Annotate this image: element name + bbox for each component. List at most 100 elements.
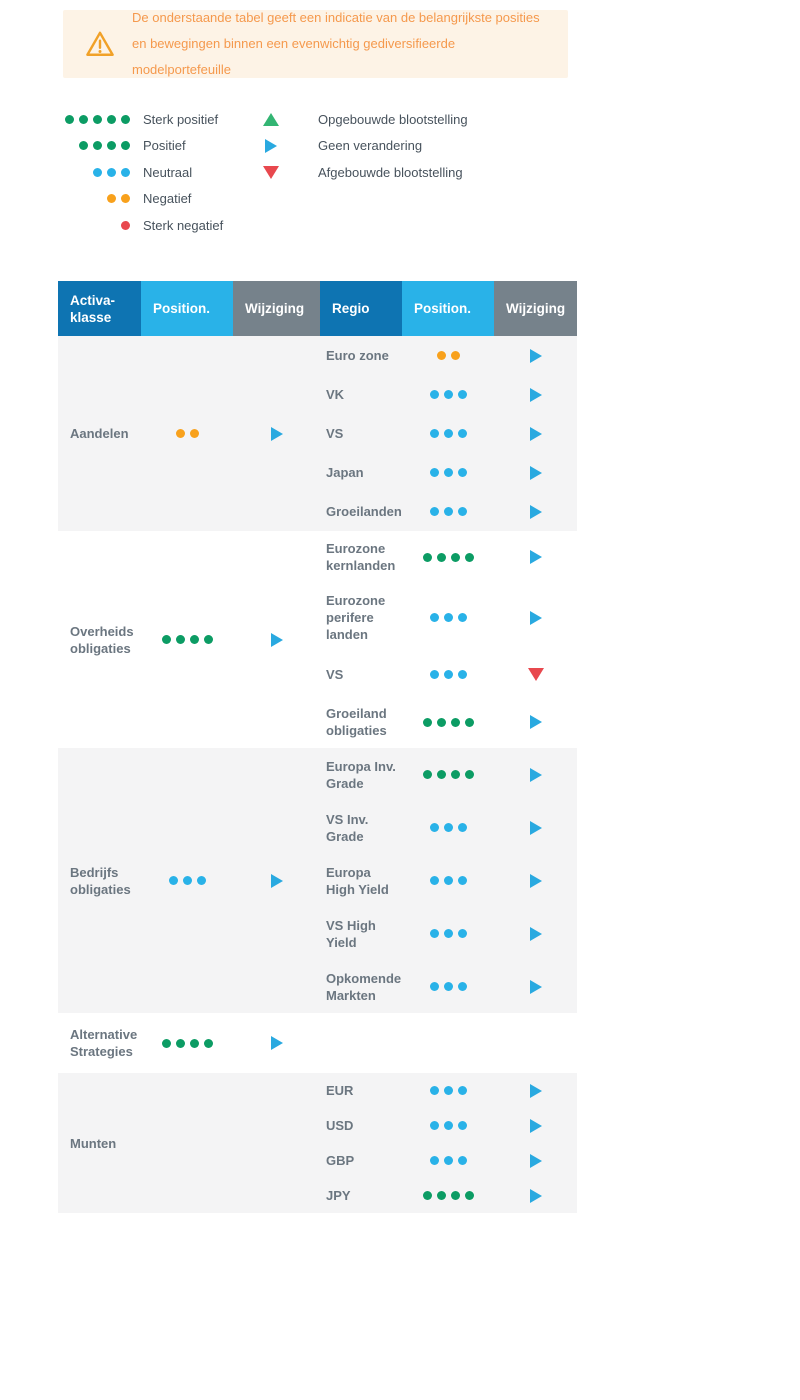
region-change [494, 1153, 577, 1168]
triangle-right-icon [262, 138, 280, 153]
asset-class-label: Bedrijfs obligaties [70, 864, 131, 897]
region-rows [320, 1013, 577, 1073]
section-munten: Munten EUR USD GBP JPY [58, 1073, 577, 1213]
region-dot [429, 929, 439, 938]
region-change-right-icon [529, 873, 542, 888]
region-dot [457, 982, 467, 991]
region-row: VK [320, 375, 577, 414]
region-change-right-icon [529, 926, 542, 941]
region-change [494, 767, 577, 782]
triangle-right-glyph [265, 138, 277, 153]
section-overheids-obligaties: Overheids obligaties Eurozone kernlanden E… [58, 531, 577, 748]
legend-rating-label: Sterk negatief [143, 217, 224, 233]
region-label: USD [326, 1118, 354, 1133]
asset-class-change [233, 426, 320, 441]
legend-dot [93, 141, 102, 151]
region-position [402, 1156, 494, 1165]
asset-class-change [233, 873, 320, 888]
region-dot [436, 1191, 446, 1200]
region-label: Eurozone perifere landen [326, 593, 386, 642]
region-dot [422, 552, 432, 562]
region-change-right-icon [529, 610, 542, 625]
asset-dot [161, 635, 171, 644]
rating-dots [60, 194, 130, 204]
region-dot [436, 770, 446, 779]
region-change-right-icon [529, 387, 542, 402]
asset-class-position [141, 876, 233, 885]
region-change-right-icon [529, 767, 542, 782]
region-change [494, 820, 577, 835]
rating-dots [60, 220, 130, 230]
region-change-right-icon [529, 1153, 542, 1168]
region-dot [457, 929, 467, 938]
asset-class-label: Aandelen [70, 426, 129, 441]
region-position [402, 669, 494, 679]
region-dot [457, 1121, 467, 1130]
region-dot [457, 1156, 467, 1165]
region-dot [443, 1086, 453, 1095]
header-regio: Regio [320, 281, 402, 336]
region-dot [443, 507, 453, 516]
region-label: VK [326, 387, 345, 402]
region-dot [443, 823, 453, 832]
legend-dot [121, 167, 130, 177]
region-change-right-icon [529, 979, 542, 994]
legend-dot [107, 194, 116, 204]
positions-table: Activa-klasse Position. Wijziging Regio Posi… [58, 281, 577, 1213]
region-dot [450, 351, 460, 360]
legend-dot [121, 194, 130, 204]
legend-dot [121, 141, 130, 151]
region-row: EUR [320, 1073, 577, 1108]
region-dot [450, 1191, 460, 1200]
region-label: Groeiland obligaties [326, 706, 387, 738]
region-change [494, 348, 577, 363]
region-dot [464, 770, 474, 779]
region-dot [429, 390, 439, 399]
region-dot [443, 1156, 453, 1165]
region-row: Europa High Yield [320, 854, 577, 907]
region-dot [450, 770, 460, 779]
region-rows: Eurozone kernlanden Eurozone perifere lan… [320, 531, 577, 748]
asset-class-position [141, 429, 233, 438]
region-dot [443, 429, 453, 438]
legend-dot [121, 114, 130, 124]
header-position-2: Position. [402, 281, 494, 336]
region-position [402, 1191, 494, 1200]
region-position [402, 717, 494, 727]
region-dot [429, 1086, 439, 1095]
legend-rating-row: Positief [60, 133, 262, 160]
asset-change-right-icon [270, 426, 283, 441]
legend-change-row: Opgebouwde blootstelling [262, 106, 468, 133]
region-dot [457, 390, 467, 399]
legend-rating-label: Neutraal [143, 164, 193, 180]
legend-change-label: Afgebouwde blootstelling [318, 164, 463, 180]
region-row: Groeiland obligaties [320, 696, 577, 748]
asset-class-row: Munten [58, 1073, 320, 1213]
asset-change-right-icon [270, 873, 283, 888]
section-bedrijfs-obligaties: Bedrijfs obligaties Europa Inv. Grade VS I… [58, 748, 577, 1013]
region-label: Japan [326, 465, 364, 480]
asset-dot [161, 1038, 171, 1048]
region-label: JPY [326, 1188, 351, 1203]
asset-class-label: Munten [70, 1135, 117, 1151]
region-change [494, 426, 577, 441]
region-row: Euro zone [320, 336, 577, 375]
region-position [402, 823, 494, 832]
region-dot [457, 429, 467, 438]
asset-change-right-icon [270, 632, 283, 647]
region-change-right-icon [529, 715, 542, 729]
region-position [402, 351, 494, 360]
region-dot [429, 1121, 439, 1130]
triangle-down-glyph [263, 165, 279, 179]
asset-class-label: Alternative Strategies [70, 1027, 138, 1059]
asset-class-change [233, 632, 320, 647]
region-change-right-icon [529, 820, 542, 835]
region-dot [464, 1191, 474, 1200]
region-row: Eurozone perifere landen [320, 583, 577, 652]
legend-change-label: Geen verandering [318, 138, 423, 154]
legend-dot [107, 167, 116, 177]
region-dot [429, 876, 439, 885]
region-dot [443, 1121, 453, 1130]
region-change [494, 667, 577, 681]
asset-dot [182, 876, 192, 885]
